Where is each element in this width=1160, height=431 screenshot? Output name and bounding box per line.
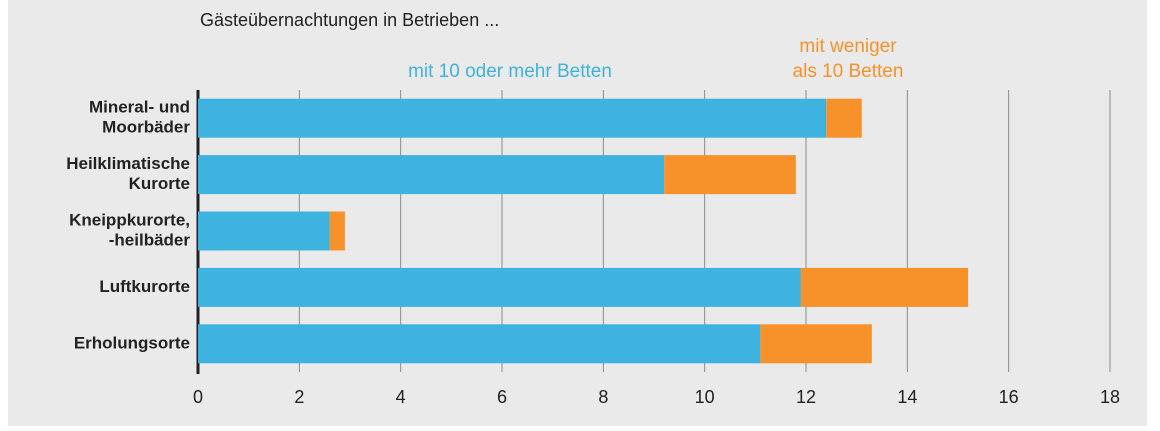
bar-segment bbox=[198, 324, 761, 364]
bar-segment bbox=[760, 324, 872, 364]
bar-segment bbox=[826, 98, 862, 138]
x-tick-label: 10 bbox=[695, 387, 715, 407]
category-label: Luftkurorte bbox=[99, 277, 190, 296]
bar-segment bbox=[329, 211, 345, 251]
x-tick-label: 0 bbox=[193, 387, 203, 407]
x-tick-label: 2 bbox=[294, 387, 304, 407]
x-tick-label: 14 bbox=[897, 387, 917, 407]
bar-segment bbox=[800, 267, 969, 307]
legend-label: als 10 Betten bbox=[793, 61, 904, 82]
x-tick-label: 18 bbox=[1100, 387, 1120, 407]
category-label: Heilklimatische bbox=[66, 154, 190, 173]
category-label: Moorbäder bbox=[102, 118, 190, 137]
x-tick-label: 4 bbox=[396, 387, 406, 407]
bar-segment bbox=[664, 155, 796, 195]
bar-segment bbox=[198, 267, 801, 307]
x-tick-label: 16 bbox=[999, 387, 1019, 407]
category-label: Erholungsorte bbox=[74, 333, 190, 352]
chart-title: Gästeübernachtungen in Betrieben ... bbox=[200, 10, 499, 30]
legend-label: mit 10 oder mehr Betten bbox=[408, 61, 612, 82]
category-label: Kurorte bbox=[129, 174, 190, 193]
bar-segment bbox=[198, 155, 665, 195]
x-tick-label: 8 bbox=[598, 387, 608, 407]
x-tick-label: 12 bbox=[796, 387, 816, 407]
legend-label: mit weniger bbox=[799, 36, 897, 57]
category-label: Kneippkurorte, bbox=[69, 210, 190, 229]
bar-segment bbox=[198, 98, 827, 138]
category-label: Mineral- und bbox=[89, 98, 190, 117]
bar-segment bbox=[198, 211, 330, 251]
x-tick-label: 6 bbox=[497, 387, 507, 407]
category-label: -heilbäder bbox=[109, 230, 191, 249]
